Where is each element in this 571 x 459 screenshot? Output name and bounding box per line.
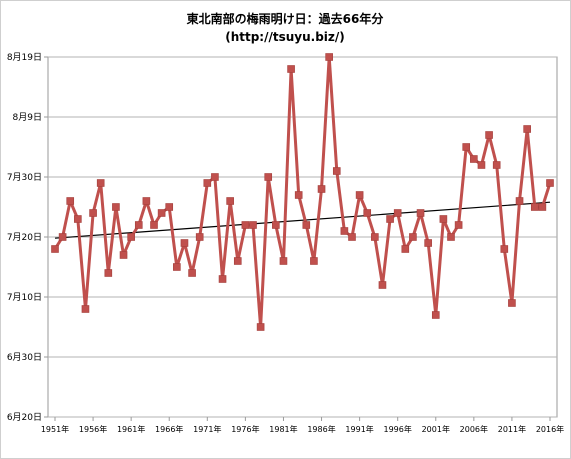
data-point: [119, 251, 128, 259]
data-point: [477, 161, 486, 169]
data-point: [454, 221, 463, 229]
data-point: [157, 209, 166, 217]
data-point: [58, 233, 67, 241]
y-tick-label: 7月20日: [7, 232, 42, 243]
data-point: [332, 167, 341, 175]
data-point: [530, 203, 539, 211]
data-point: [492, 161, 501, 169]
x-tick-label: 2001年: [422, 424, 450, 434]
chart-subtitle: (http://tsuyu.biz/): [225, 30, 345, 44]
data-point: [165, 203, 174, 211]
data-point: [424, 239, 432, 247]
data-point: [134, 221, 143, 229]
x-tick-label: 1991年: [345, 424, 373, 434]
data-point: [89, 209, 97, 217]
data-point: [325, 53, 333, 61]
x-tick-label: 1996年: [384, 424, 412, 434]
data-point: [538, 203, 547, 211]
data-point: [546, 179, 554, 187]
x-tick-label: 1956年: [79, 424, 107, 434]
data-point: [340, 227, 349, 235]
data-point: [142, 197, 151, 205]
x-axis-ticks: 1951年 1956年 1961年 1966年 1971年 1976年 1981年 1986年…: [41, 417, 564, 434]
y-tick-label: 6月30日: [7, 352, 42, 363]
data-point: [112, 203, 120, 211]
data-point: [226, 197, 234, 205]
data-point: [508, 299, 516, 307]
data-point: [378, 281, 387, 289]
y-tick-label: 6月20日: [7, 412, 42, 423]
data-point: [500, 245, 509, 253]
data-point: [272, 221, 280, 229]
data-point: [241, 221, 250, 229]
data-point: [371, 233, 379, 241]
data-point: [401, 245, 410, 253]
data-point: [348, 233, 356, 241]
data-point: [279, 257, 288, 265]
data-point: [66, 197, 75, 205]
data-point: [409, 233, 417, 241]
x-tick-label: 2016年: [536, 424, 564, 434]
y-tick-label: 7月30日: [7, 172, 42, 183]
data-point: [462, 143, 471, 151]
series-group: [51, 53, 554, 331]
x-tick-label: 2006年: [460, 424, 488, 434]
data-point: [431, 311, 440, 319]
data-point: [523, 125, 531, 133]
data-point: [188, 269, 196, 277]
data-point: [393, 209, 402, 217]
data-point: [485, 131, 493, 139]
data-point: [447, 233, 455, 241]
data-point: [211, 173, 219, 181]
data-point: [104, 269, 113, 277]
x-tick-label: 2011年: [498, 424, 526, 434]
x-tick-label: 1951年: [41, 424, 69, 434]
data-point: [195, 233, 204, 241]
data-point: [310, 257, 318, 265]
trendline: [54, 201, 551, 239]
data-point: [51, 245, 59, 253]
x-tick-label: 1966年: [155, 424, 183, 434]
data-point: [386, 215, 394, 223]
x-tick-label: 1981年: [269, 424, 297, 434]
trendline-group: [54, 201, 551, 239]
data-point: [515, 197, 524, 205]
data-point: [249, 221, 257, 229]
x-tick-label: 1971年: [193, 424, 221, 434]
data-point: [439, 215, 448, 223]
y-axis-ticks: 6月20日 6月30日 7月10日 7月20日 7月30日 8月9日 8月19日: [7, 52, 48, 423]
x-tick-label: 1961年: [117, 424, 145, 434]
data-point: [294, 191, 303, 199]
data-point: [233, 257, 242, 265]
data-point: [180, 239, 189, 247]
data-point: [470, 155, 478, 163]
data-point: [355, 191, 364, 199]
y-tick-label: 8月19日: [7, 52, 42, 63]
chart-title: 東北南部の梅雨明け日：過去66年分: [187, 11, 384, 26]
data-point: [256, 323, 265, 331]
y-tick-label: 8月9日: [13, 112, 42, 123]
data-point: [150, 221, 158, 229]
data-point: [203, 179, 212, 187]
data-point: [127, 233, 135, 241]
data-point: [264, 173, 273, 181]
x-tick-label: 1986年: [307, 424, 335, 434]
data-point: [302, 221, 311, 229]
data-point: [317, 185, 326, 193]
y-tick-label: 7月10日: [7, 292, 42, 303]
x-tick-label: 1976年: [231, 424, 259, 434]
data-point: [173, 263, 181, 271]
data-point: [287, 65, 295, 73]
data-point: [96, 179, 105, 187]
data-point: [74, 215, 82, 223]
data-point: [218, 275, 227, 283]
gridlines: [48, 56, 557, 418]
data-point: [81, 305, 90, 313]
data-point: [416, 209, 425, 217]
data-point: [363, 209, 372, 217]
